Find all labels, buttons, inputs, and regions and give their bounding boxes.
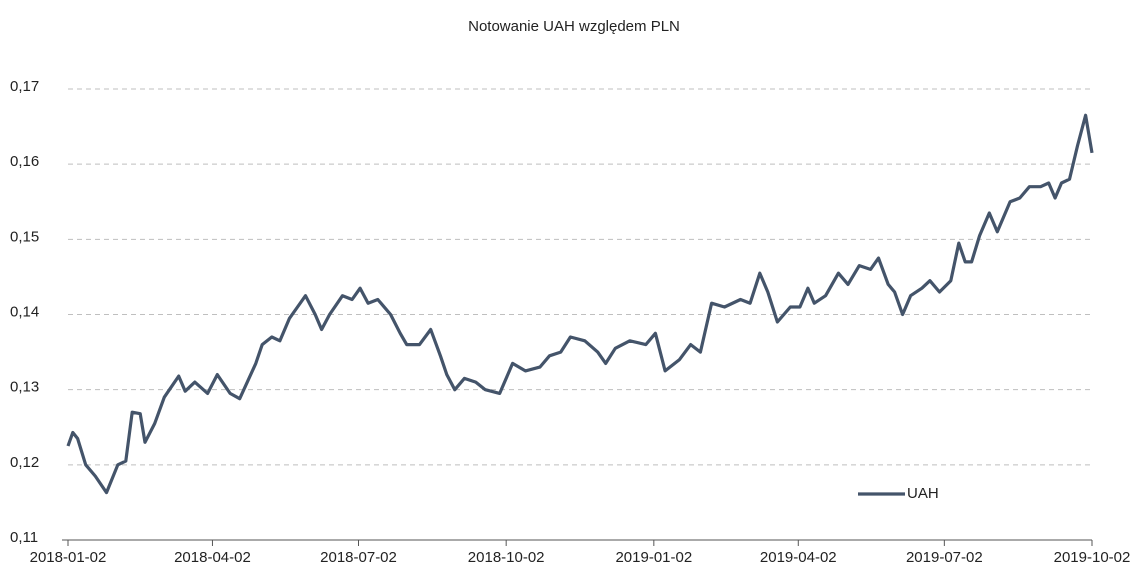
chart-title: Notowanie UAH względem PLN	[468, 18, 680, 35]
y-tick-label: 0,17	[10, 78, 39, 95]
x-tick-label: 2018-10-02	[468, 549, 545, 566]
x-tick-label: 2018-04-02	[174, 549, 251, 566]
y-tick-label: 0,13	[10, 379, 39, 396]
y-tick-label: 0,12	[10, 454, 39, 471]
x-tick-label: 2019-01-02	[615, 549, 692, 566]
x-tick-label: 2018-01-02	[30, 549, 107, 566]
x-tick-label: 2018-07-02	[320, 549, 397, 566]
y-tick-label: 0,11	[10, 529, 38, 546]
legend-label: UAH	[907, 485, 939, 502]
data-line	[66, 113, 1094, 495]
x-tick-label: 2019-10-02	[1054, 549, 1131, 566]
y-tick-label: 0,15	[10, 228, 39, 245]
y-tick-label: 0,16	[10, 153, 39, 170]
x-tick-label: 2019-04-02	[760, 549, 837, 566]
y-tick-label: 0,14	[10, 303, 39, 320]
x-tick-label: 2019-07-02	[906, 549, 983, 566]
